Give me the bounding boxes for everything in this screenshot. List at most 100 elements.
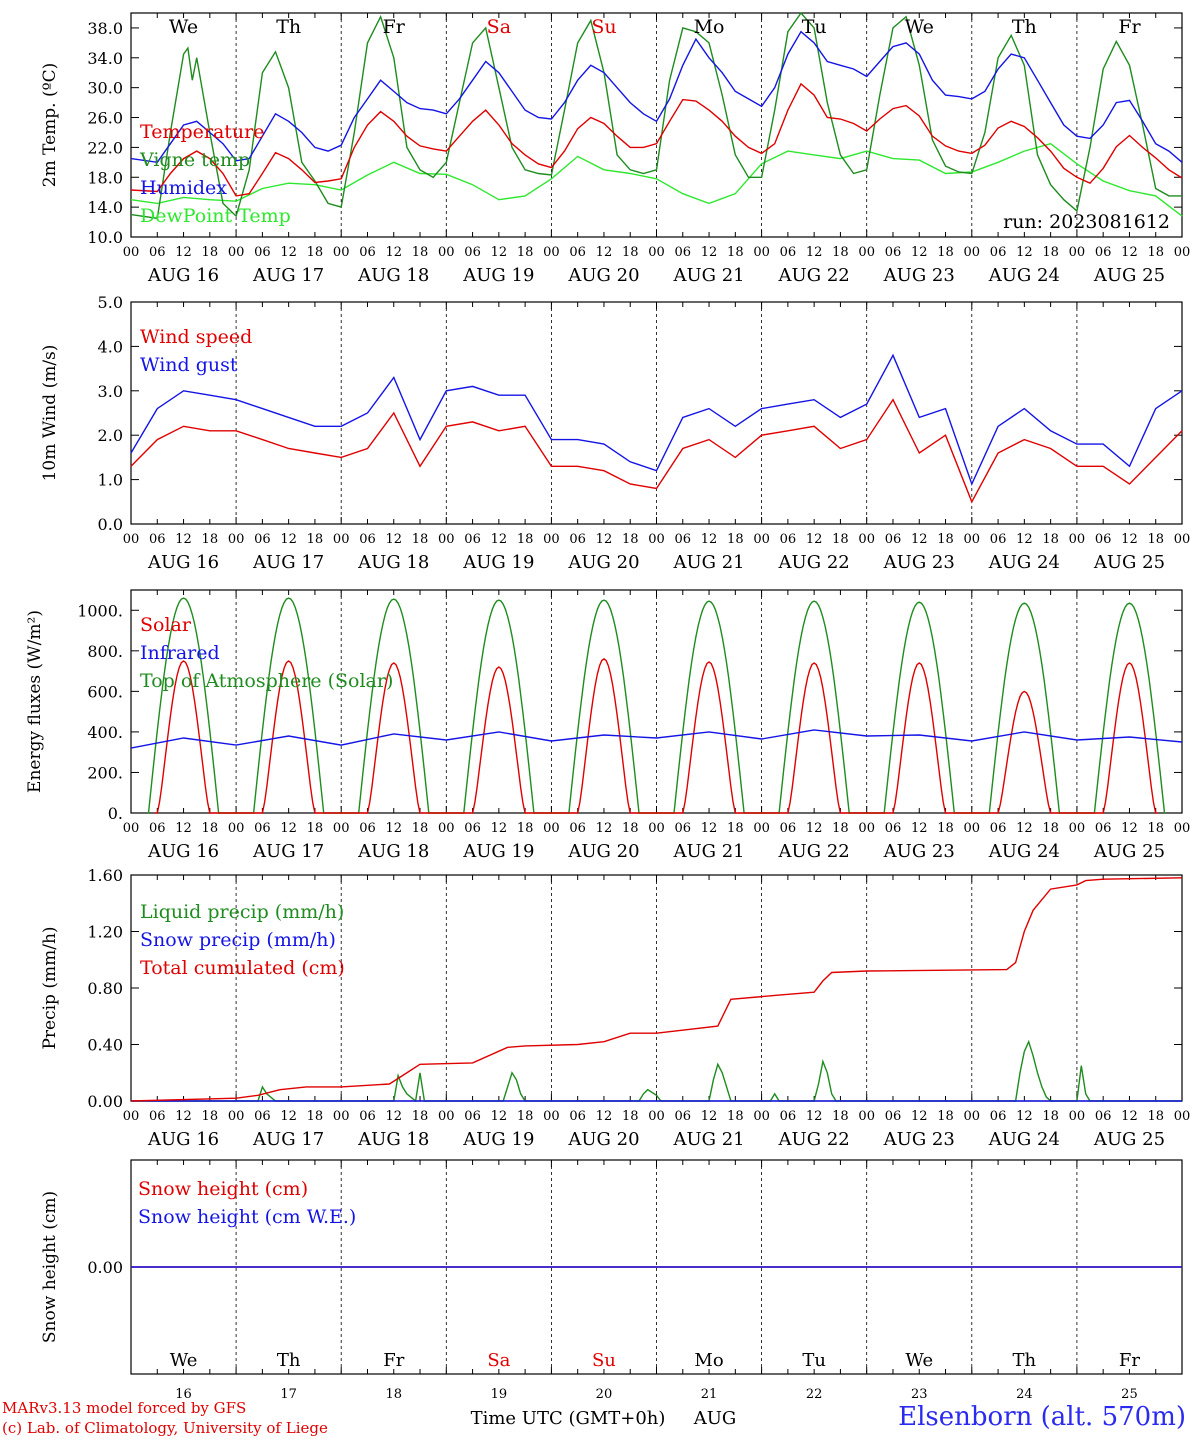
date-label: AUG 22 — [778, 265, 850, 286]
hour-label: 12 — [596, 532, 613, 547]
hour-label: 00 — [228, 532, 245, 547]
hour-label: 00 — [543, 1109, 560, 1124]
y-tick-label: 0.00 — [87, 1258, 123, 1277]
weekday-label: Fr — [1118, 16, 1141, 38]
date-label: AUG 19 — [462, 552, 534, 573]
hour-label: 12 — [491, 532, 508, 547]
series-line-humidex — [130, 30, 1183, 164]
hour-label: 18 — [937, 821, 954, 836]
hour-label: 12 — [806, 821, 823, 836]
hour-label: 18 — [1042, 245, 1059, 260]
weekday-label: We — [905, 1350, 933, 1371]
legend-snow-precip-mm-h-: Snow precip (mm/h) — [140, 929, 336, 951]
hour-label: 06 — [675, 821, 692, 836]
hour-label: 00 — [753, 1109, 770, 1124]
y-tick-label: 22.0 — [87, 138, 123, 157]
hour-label: 06 — [569, 245, 586, 260]
series-line-wind-gust — [130, 353, 1183, 486]
hour-label: 18 — [517, 245, 534, 260]
hour-label: 06 — [569, 821, 586, 836]
hour-label: 00 — [333, 1109, 350, 1124]
y-tick-label: 1.60 — [87, 866, 123, 885]
legend-snow-height-cm-: Snow height (cm) — [138, 1178, 308, 1200]
hour-label: 06 — [569, 1109, 586, 1124]
hour-label: 00 — [1174, 245, 1191, 260]
date-label: AUG 25 — [1093, 841, 1165, 862]
day-number: 20 — [596, 1387, 613, 1402]
lab-credit: (c) Lab. of Climatology, University of L… — [2, 1419, 328, 1437]
date-label: AUG 20 — [567, 265, 639, 286]
hour-label: 06 — [359, 532, 376, 547]
hour-label: 12 — [596, 245, 613, 260]
hour-label: 06 — [885, 532, 902, 547]
hour-label: 18 — [202, 245, 219, 260]
hour-label: 00 — [228, 245, 245, 260]
hour-label: 12 — [1121, 821, 1138, 836]
series-line-wind-speed — [130, 398, 1183, 504]
hour-label: 06 — [149, 821, 166, 836]
weekday-label: Su — [591, 16, 616, 38]
hour-label: 06 — [149, 532, 166, 547]
legend-temperature: Temperature — [140, 121, 264, 143]
run-label: run: 2023081612 — [1003, 211, 1170, 233]
weekday-label: Th — [1012, 16, 1037, 38]
hour-label: 00 — [858, 532, 875, 547]
hour-label: 18 — [1042, 821, 1059, 836]
hour-label: 00 — [648, 245, 665, 260]
hour-label: 12 — [911, 532, 928, 547]
weekday-label: We — [170, 1350, 198, 1371]
hour-label: 00 — [543, 245, 560, 260]
hour-label: 18 — [727, 532, 744, 547]
day-number: 25 — [1121, 1387, 1138, 1402]
date-label: AUG 23 — [883, 552, 955, 573]
series-line-liquid-precip-mm-h- — [131, 1039, 1182, 1103]
hour-label: 06 — [149, 1109, 166, 1124]
date-label: AUG 20 — [567, 552, 639, 573]
hour-label: 12 — [701, 532, 718, 547]
hour-label: 12 — [1121, 532, 1138, 547]
hour-label: 18 — [412, 1109, 429, 1124]
hour-label: 12 — [385, 1109, 402, 1124]
hour-label: 18 — [1147, 245, 1164, 260]
hour-label: 06 — [359, 821, 376, 836]
y-tick-label: 600. — [87, 682, 123, 701]
date-label: AUG 19 — [462, 1129, 534, 1150]
hour-label: 12 — [1016, 245, 1033, 260]
series-line-temperature — [130, 82, 1183, 197]
y-tick-label: 14.0 — [87, 198, 123, 217]
y-axis-title: 2m Temp. (ºC) — [40, 63, 60, 188]
date-label: AUG 18 — [357, 1129, 429, 1150]
hour-label: 12 — [1121, 245, 1138, 260]
hour-label: 18 — [202, 1109, 219, 1124]
hour-label: 06 — [885, 1109, 902, 1124]
x-axis-title: Time UTC (GMT+0h) — [471, 1408, 666, 1429]
date-label: AUG 19 — [462, 841, 534, 862]
weekday-label: Mo — [694, 16, 725, 38]
month-label: AUG — [693, 1408, 737, 1429]
date-label: AUG 16 — [147, 265, 219, 286]
series-line-solar — [155, 658, 1158, 814]
weekday-label: Tu — [802, 16, 827, 38]
hour-label: 18 — [307, 245, 324, 260]
day-number: 18 — [385, 1387, 402, 1402]
hour-label: 12 — [491, 245, 508, 260]
hour-label: 18 — [202, 821, 219, 836]
hour-label: 00 — [438, 532, 455, 547]
hour-label: 00 — [964, 821, 981, 836]
legend-infrared: Infrared — [140, 642, 220, 664]
y-tick-label: 18.0 — [87, 168, 123, 187]
hour-label: 12 — [596, 821, 613, 836]
hour-label: 00 — [753, 245, 770, 260]
date-label: AUG 23 — [883, 841, 955, 862]
hour-label: 18 — [517, 532, 534, 547]
date-label: AUG 21 — [672, 552, 744, 573]
hour-label: 00 — [333, 532, 350, 547]
hour-label: 12 — [1016, 532, 1033, 547]
series-line-dewpoint-temp — [130, 142, 1183, 217]
hour-label: 06 — [780, 821, 797, 836]
hour-label: 00 — [648, 1109, 665, 1124]
weekday-label: Fr — [1119, 1350, 1140, 1371]
hour-label: 00 — [333, 245, 350, 260]
hour-label: 12 — [280, 1109, 297, 1124]
day-number: 17 — [280, 1387, 297, 1402]
